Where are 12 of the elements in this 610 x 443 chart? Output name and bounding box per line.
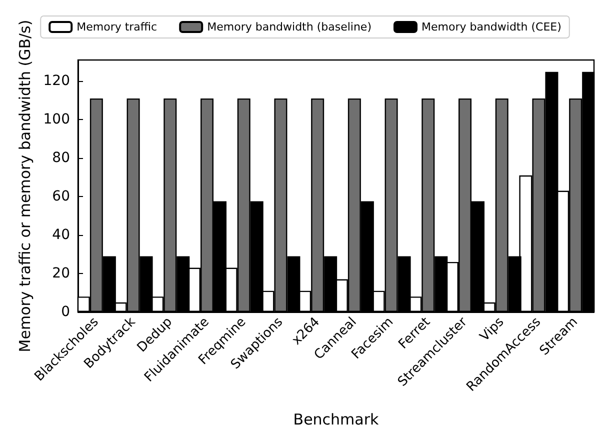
legend-label: Memory bandwidth (CEE) bbox=[421, 20, 562, 34]
y-tick-label: 0 bbox=[61, 304, 70, 320]
y-tick-label: 60 bbox=[52, 188, 70, 205]
y-tick-label: 100 bbox=[43, 112, 70, 128]
y-tick-label: 80 bbox=[52, 150, 70, 166]
y-tick-label: 40 bbox=[52, 227, 70, 244]
y-tick-label: 120 bbox=[43, 73, 70, 90]
legend-label: Memory bandwidth (baseline) bbox=[207, 20, 372, 34]
y-tick-label: 20 bbox=[52, 266, 70, 282]
x-axis-title: Benchmark bbox=[293, 410, 380, 428]
legend-label: Memory traffic bbox=[76, 20, 158, 34]
y-axis-title: Memory traffic or memory bandwidth (GB/s) bbox=[16, 20, 34, 352]
